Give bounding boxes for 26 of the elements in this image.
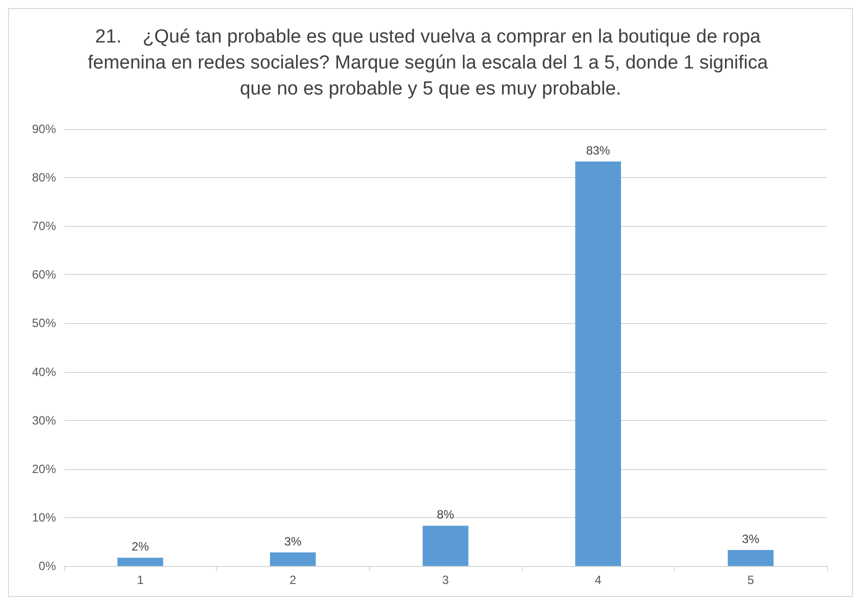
y-tick-label: 40% xyxy=(32,364,56,379)
x-tick-label: 2 xyxy=(290,573,297,587)
bar xyxy=(728,550,774,566)
data-label: 3% xyxy=(284,534,302,548)
x-tick-label: 4 xyxy=(594,573,602,587)
x-tick-label: 1 xyxy=(136,573,144,587)
y-tick-label: 30% xyxy=(32,413,56,428)
y-tick-label: 0% xyxy=(38,559,56,573)
chart-title: 21. ¿Qué tan probable es que usted vuelva a comprar en la boutique de ropa femenina en redes sociales? Marque según la escala del 1 a 5, donde 1 significa que no es probable y 5 que es muy probable. xyxy=(88,26,774,100)
data-label: 3% xyxy=(742,532,760,546)
data-label: 2% xyxy=(132,540,150,554)
y-tick-label: 50% xyxy=(32,316,56,330)
y-tick-label: 90% xyxy=(32,122,56,136)
y-tick-label: 10% xyxy=(32,510,56,524)
y-tick-label: 60% xyxy=(32,268,56,282)
y-tick-label: 20% xyxy=(32,462,56,476)
y-tick-label: 70% xyxy=(32,219,56,234)
data-label: 83% xyxy=(586,144,610,158)
x-tick-label: 5 xyxy=(747,573,754,587)
y-tick-label: 80% xyxy=(32,170,56,185)
bar xyxy=(575,162,621,566)
data-label: 8% xyxy=(436,508,454,522)
bar xyxy=(422,526,468,566)
bar xyxy=(270,552,316,566)
x-tick-label: 3 xyxy=(442,573,450,587)
bar xyxy=(117,558,164,566)
